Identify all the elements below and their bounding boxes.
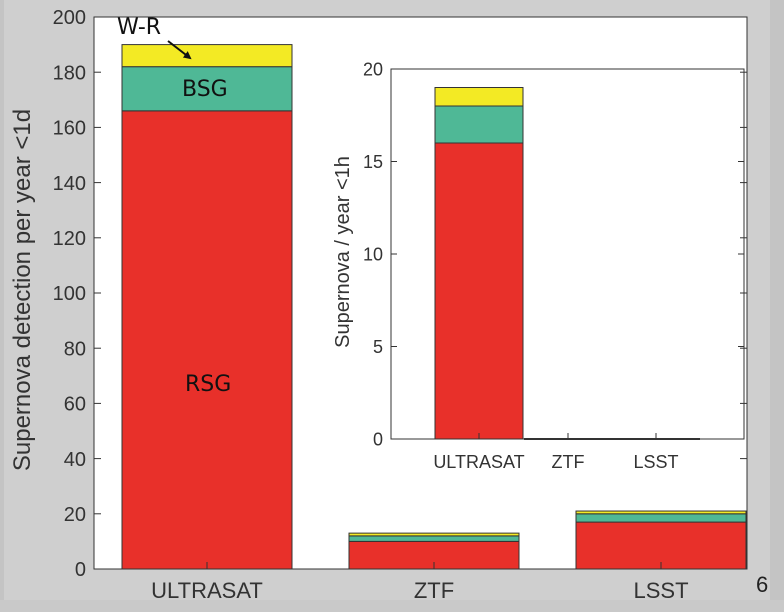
x-tick-label-ztf: ZTF [414, 578, 454, 603]
bar-segment-ultrasat-0 [121, 110, 293, 570]
y-tick-label: 40 [64, 449, 86, 471]
bar-segment-ultrasat-2 [121, 44, 293, 68]
bar-segment-ultrasat-2 [434, 87, 524, 107]
main-bars [121, 44, 747, 570]
x-tick-label-lsst: LSST [633, 452, 678, 472]
x-tick-label-ultrasat: ULTRASAT [433, 452, 524, 472]
y-tick-label: 0 [75, 559, 86, 581]
y-tick-label: 20 [363, 59, 383, 79]
main-plot-frame [93, 16, 748, 570]
background-edge-bottom [0, 600, 784, 612]
y-tick-label: 0 [373, 429, 383, 449]
y-tick-label: 60 [64, 394, 86, 416]
bar-segment-ztf-1 [348, 535, 520, 542]
wr-annotation: W-R [117, 15, 161, 40]
bar-segment-ultrasat-0 [434, 142, 524, 440]
inset-chart: 0 5 10 15 20 ULTRASAT ZTF LSST Supernova / yea… [332, 59, 745, 472]
y-tick-label: 5 [373, 337, 383, 357]
y-tick-label: 160 [53, 118, 86, 140]
background-edge-right [770, 0, 784, 612]
y-tick-label: 140 [53, 173, 86, 195]
y-tick-label: 10 [363, 244, 383, 264]
main-x-tick-labels: ULTRASAT ZTF LSST [151, 578, 688, 603]
bar-segment-ultrasat-1 [121, 66, 293, 112]
y-tick-label: 20 [64, 504, 86, 526]
bar-segment-lsst-0 [575, 521, 747, 570]
rsg-annotation: RSG [185, 372, 231, 397]
inset-y-ticks: 0 5 10 15 20 [363, 59, 744, 449]
y-tick-label: 200 [53, 7, 86, 29]
y-tick-label: 180 [53, 62, 86, 84]
background-edge-left [0, 0, 4, 612]
inset-x-tick-labels: ULTRASAT ZTF LSST [433, 452, 678, 472]
y-tick-label: 100 [53, 283, 86, 305]
bar-segment-ztf-2 [348, 532, 520, 537]
y-tick-label: 120 [53, 228, 86, 250]
bar-segment-lsst-1 [575, 513, 747, 523]
page-number: 6 [756, 572, 769, 597]
x-tick-label-lsst: LSST [633, 578, 688, 603]
bsg-annotation: BSG [182, 77, 228, 102]
y-tick-label: 15 [363, 152, 383, 172]
wr-arrow [167, 40, 192, 60]
inset-y-axis-label: Supernova / year <1h [332, 156, 354, 348]
inset-plot-frame [390, 68, 745, 440]
main-y-axis-label: Supernova detection per year <1d [9, 109, 36, 471]
bar-segment-ultrasat-1 [434, 105, 524, 144]
x-tick-label-ultrasat: ULTRASAT [151, 578, 263, 603]
x-tick-label-ztf: ZTF [552, 452, 585, 472]
bar-segment-lsst-2 [575, 510, 747, 515]
y-tick-label: 80 [64, 338, 86, 360]
inset-bars [434, 87, 700, 440]
